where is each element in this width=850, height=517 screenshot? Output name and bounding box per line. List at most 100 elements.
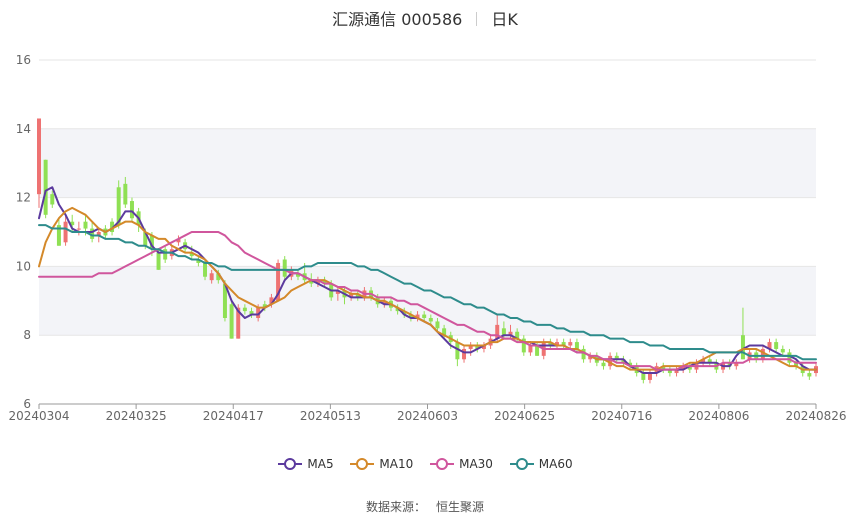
candle-body (628, 362, 633, 367)
legend-label-ma10: MA10 (379, 457, 414, 471)
candle-body (90, 228, 95, 239)
legend-marker-ma5 (278, 458, 303, 470)
candle-body (521, 338, 526, 353)
legend-item-ma5[interactable]: MA5 (277, 457, 334, 471)
x-tick-label: 20240806 (688, 409, 749, 423)
candle-body (76, 228, 81, 230)
source-provider: 恒生聚源 (436, 500, 485, 514)
candle-body (395, 307, 400, 312)
x-tick-label: 20240603 (397, 409, 458, 423)
legend-marker-ma30 (430, 458, 455, 470)
x-tick-label: 20240325 (106, 409, 167, 423)
y-tick-label: 8 (23, 328, 31, 342)
candle-body (555, 342, 559, 346)
legend-marker-ma10 (350, 458, 375, 470)
candle-body (415, 314, 420, 318)
candle-body (515, 331, 520, 339)
candle-body (382, 300, 387, 305)
candle-body (462, 348, 467, 360)
x-tick-label: 20240417 (203, 409, 264, 423)
ma60-line (38, 224, 817, 361)
chart-title: 汇源通信 000586 日K (0, 6, 850, 30)
candle-body (774, 342, 779, 349)
title-divider (476, 12, 478, 26)
candle-body (282, 259, 287, 277)
candle-body (143, 232, 148, 246)
candle-body (163, 249, 168, 260)
candle-body (149, 235, 154, 250)
candle-body (740, 335, 745, 360)
candle-body (588, 355, 593, 360)
candle-body (402, 311, 407, 315)
candle-body (481, 345, 486, 349)
candle-body (455, 342, 460, 360)
candle-body (203, 262, 208, 277)
candle-body (641, 373, 646, 380)
candle-body (176, 238, 181, 243)
candle-body (535, 345, 540, 356)
ma30-line (38, 231, 817, 371)
candle-body (574, 342, 579, 349)
candle-body (249, 311, 254, 315)
x-tick-label: 20240513 (300, 409, 361, 423)
candle-body (707, 359, 712, 363)
candle-body (760, 348, 765, 360)
candle-body (734, 362, 739, 367)
candle-body (647, 373, 652, 380)
y-tick-label: 12 (16, 191, 31, 205)
candle-body (422, 314, 427, 318)
candle-body (468, 345, 473, 349)
candle-body (435, 321, 440, 329)
stock-name: 汇源通信 000586 (332, 10, 463, 29)
candle-body (349, 293, 354, 298)
legend-item-ma10[interactable]: MA10 (349, 457, 413, 471)
candle-body (70, 221, 75, 226)
candle-body (794, 362, 799, 367)
candle-body (63, 221, 68, 243)
candle-body (601, 362, 606, 367)
candle-body (495, 324, 500, 339)
x-tick-label: 20240716 (591, 409, 652, 423)
y-tick-label: 16 (16, 53, 31, 67)
candle-body (621, 359, 626, 363)
candle-body (83, 221, 88, 229)
candle-body (156, 252, 161, 270)
candle-body (262, 304, 267, 308)
candle-body (196, 259, 201, 263)
candle-body (222, 283, 227, 318)
candle-body (667, 369, 672, 374)
candle-body (242, 307, 247, 312)
x-tick-label: 20240304 (8, 409, 69, 423)
y-tick-label: 6 (23, 397, 31, 411)
candle-body (96, 232, 101, 236)
candle-body (408, 314, 413, 318)
candle-body (43, 159, 48, 215)
period-label: 日K (491, 10, 518, 29)
candle-body (335, 290, 340, 294)
candle-body (209, 273, 214, 281)
candle-body (687, 366, 692, 370)
candle-body (276, 262, 281, 301)
candle-body (475, 345, 480, 349)
candle-body (256, 307, 261, 318)
candle-body (501, 328, 506, 336)
candle-body (322, 280, 327, 284)
candle-body (309, 280, 314, 284)
ma10-line (38, 206, 817, 371)
candle-body (442, 328, 447, 336)
legend-item-ma30[interactable]: MA30 (429, 457, 493, 471)
candle-body (528, 345, 533, 353)
candle-body (428, 318, 433, 322)
candle-body (674, 369, 679, 374)
candle-body (780, 348, 785, 353)
grid-band (39, 128, 816, 198)
candle-body (269, 297, 274, 305)
x-tick-label: 20240826 (785, 409, 846, 423)
candle-body (296, 273, 300, 277)
legend-label-ma30: MA30 (459, 457, 493, 471)
candle-body (568, 342, 573, 346)
legend-item-ma60[interactable]: MA60 (509, 457, 573, 471)
candle-body (787, 352, 792, 363)
candle-body (355, 293, 360, 298)
